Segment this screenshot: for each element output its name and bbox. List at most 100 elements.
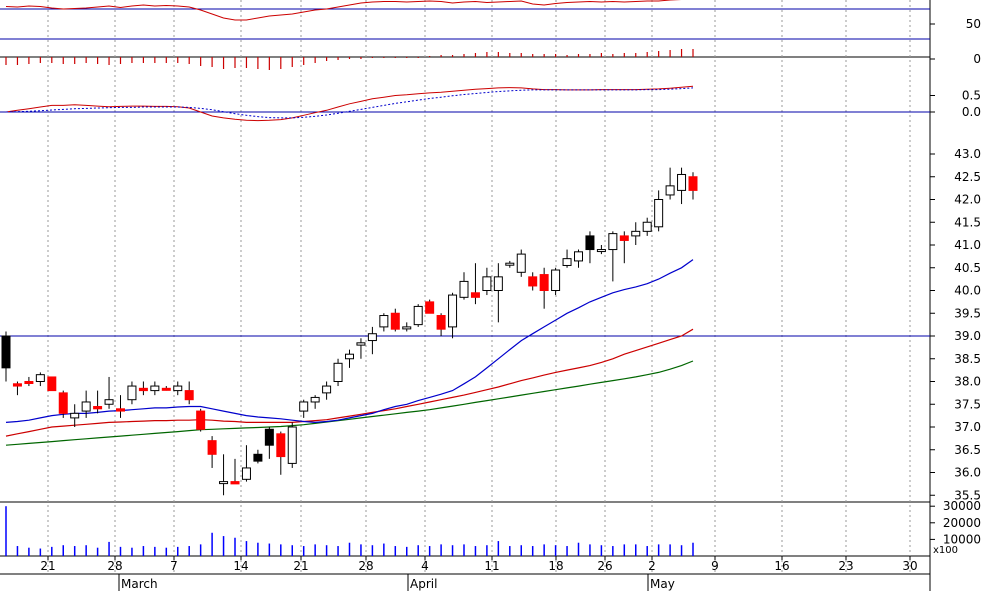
- candle-body: [264, 428, 274, 446]
- candle-body: [173, 385, 183, 392]
- candle-46: [528, 272, 538, 291]
- x-tick-label-8: 18: [548, 559, 563, 573]
- price-tick-13: 36.5: [954, 443, 981, 457]
- volume-tick-1: 20000: [943, 516, 981, 530]
- candle-36: [413, 304, 423, 327]
- candle-body: [596, 249, 606, 253]
- price-tick-2: 42.0: [954, 193, 981, 207]
- oscillator-signal-line: [5, 87, 694, 119]
- candle-3: [35, 372, 45, 387]
- volume-tick-2: 10000: [943, 532, 981, 546]
- candle-10: [116, 395, 125, 418]
- candle-body: [425, 301, 435, 314]
- candle-32: [367, 326, 377, 355]
- candle-body: [585, 235, 595, 251]
- candle-body: [619, 235, 629, 241]
- momentum-panel: [5, 49, 694, 70]
- candle-body: [390, 312, 400, 330]
- candle-body: [333, 362, 343, 382]
- candle-body: [516, 253, 526, 273]
- x-tick-label-13: 23: [838, 559, 853, 573]
- candle-29: [333, 358, 343, 387]
- candle-53: [608, 231, 618, 282]
- candle-8: [93, 390, 103, 414]
- candle-54: [619, 231, 629, 264]
- x-tick-label-14: 30: [902, 559, 917, 573]
- stochastic-tick-0: 50: [966, 17, 981, 31]
- oscillator-panel: [5, 85, 694, 122]
- price-tick-6: 40.0: [954, 284, 981, 298]
- candlesticks: [1, 167, 698, 496]
- candle-body: [116, 408, 125, 412]
- candle-body: [127, 385, 137, 401]
- candle-body: [539, 274, 549, 292]
- candle-58: [665, 167, 675, 200]
- oscillator-tick-0: 0.5: [962, 89, 981, 103]
- candle-body: [436, 315, 446, 330]
- candle-24: [276, 431, 286, 475]
- candle-4: [47, 376, 57, 392]
- candle-41: [470, 263, 480, 305]
- candle-body: [551, 269, 561, 291]
- candle-48: [551, 267, 561, 296]
- candle-body: [104, 399, 114, 405]
- candle-7: [81, 390, 91, 418]
- candle-body: [138, 387, 148, 392]
- candle-body: [253, 453, 263, 462]
- ma-mid-line: [5, 328, 694, 437]
- x-tick-label-0: 21: [40, 559, 55, 573]
- candle-19: [219, 454, 229, 496]
- candle-60: [688, 172, 698, 200]
- candle-body: [70, 412, 80, 419]
- momentum-tick-0: 0: [973, 52, 981, 66]
- candle-25: [287, 422, 297, 468]
- candle-body: [631, 230, 641, 237]
- candle-body: [608, 233, 618, 251]
- month-label-1: April: [410, 577, 437, 591]
- candle-body: [413, 305, 423, 326]
- price-tick-15: 35.5: [954, 488, 981, 502]
- candle-52: [596, 245, 606, 255]
- candle-50: [574, 249, 583, 268]
- volume-tick-0: 30000: [943, 499, 981, 513]
- candle-18: [207, 436, 217, 468]
- candle-body: [562, 258, 572, 266]
- candle-body: [482, 276, 492, 292]
- candle-37: [425, 299, 435, 314]
- candle-13: [150, 381, 160, 396]
- candle-body: [1, 335, 11, 369]
- candle-body: [367, 333, 377, 342]
- price-tick-4: 41.0: [954, 238, 981, 252]
- candle-body: [470, 292, 480, 298]
- ma-long-line: [5, 360, 694, 446]
- candle-body: [241, 467, 251, 480]
- candle-34: [390, 308, 400, 332]
- volume-unit-label: x100: [933, 545, 958, 556]
- candle-15: [173, 381, 183, 396]
- candle-31: [356, 338, 366, 359]
- candle-40: [459, 272, 469, 300]
- candle-56: [642, 217, 652, 236]
- candle-22: [253, 449, 263, 464]
- candle-body: [24, 381, 34, 384]
- x-tick-label-7: 11: [484, 559, 499, 573]
- candle-body: [448, 294, 458, 328]
- candle-body: [528, 276, 538, 287]
- candle-body: [665, 185, 675, 196]
- candle-0: [1, 331, 11, 382]
- candle-body: [207, 440, 217, 455]
- candle-body: [276, 433, 286, 458]
- candle-55: [631, 222, 641, 245]
- x-tick-label-1: 28: [107, 559, 122, 573]
- candle-26: [299, 399, 309, 418]
- candle-body: [493, 276, 503, 292]
- candle-28: [322, 381, 332, 400]
- candle-body: [505, 262, 515, 266]
- candle-body: [654, 199, 664, 228]
- candle-51: [585, 231, 595, 264]
- stochastic-line: [5, 0, 693, 21]
- price-tick-12: 37.0: [954, 420, 981, 434]
